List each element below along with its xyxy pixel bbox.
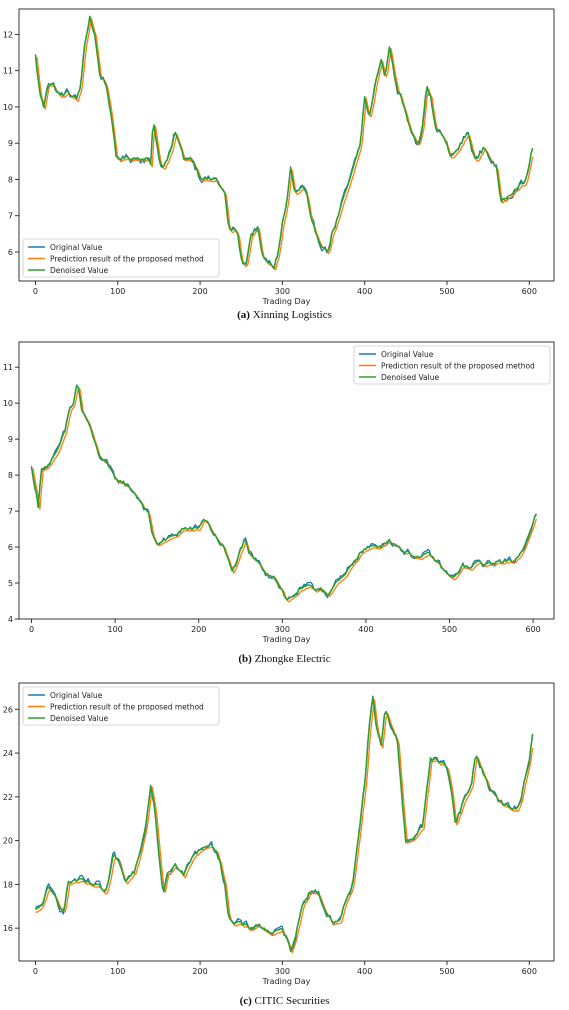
- legend-entry-prediction: Prediction result of the proposed method: [50, 703, 204, 712]
- x-tick-label: 100: [110, 287, 125, 296]
- y-tick-label: 11: [3, 363, 13, 372]
- caption-label: (a): [237, 309, 250, 321]
- y-tick-label: 7: [8, 212, 13, 221]
- x-tick-label: 0: [33, 287, 38, 296]
- y-tick-label: 22: [3, 793, 13, 802]
- y-tick-label: 10: [3, 103, 13, 112]
- x-tick-label: 200: [192, 287, 207, 296]
- x-tick-label: 500: [439, 287, 454, 296]
- legend-entry-original: Original Value: [50, 243, 103, 252]
- y-tick-label: 8: [8, 175, 13, 184]
- x-tick-label: 500: [442, 625, 457, 634]
- y-tick-label: 9: [8, 435, 13, 444]
- x-tick-label: 300: [275, 287, 290, 296]
- x-tick-label: 600: [522, 967, 537, 976]
- x-tick-label: 0: [29, 625, 34, 634]
- series-line-prediction: [35, 17, 534, 271]
- y-tick-label: 4: [8, 615, 13, 624]
- y-tick-label: 16: [3, 924, 13, 933]
- legend-entry-prediction: Prediction result of the proposed method: [50, 255, 204, 264]
- x-tick-label: 600: [525, 625, 540, 634]
- legend-entry-prediction: Prediction result of the proposed method: [381, 362, 535, 371]
- plot-frame: [18, 341, 555, 620]
- legend-entry-denoised: Denoised Value: [50, 266, 108, 275]
- y-tick-label: 6: [8, 543, 13, 552]
- caption-text: Zhongke Electric: [252, 653, 331, 665]
- legend: Original Value Prediction result of the p…: [22, 686, 220, 726]
- plot-frame: [18, 682, 555, 962]
- y-tick-label: 9: [8, 139, 13, 148]
- legend-box: [22, 238, 220, 278]
- x-tick-label: 300: [275, 967, 290, 976]
- legend-entry-original: Original Value: [381, 350, 434, 359]
- chart-caption: (b) Zhongke Electric: [238, 653, 330, 665]
- caption-label: (b): [238, 653, 252, 665]
- caption-text: Xinning Logistics: [250, 309, 332, 321]
- x-tick-label: 400: [358, 625, 373, 634]
- y-tick-label: 12: [3, 30, 13, 39]
- legend-box: [353, 345, 551, 385]
- x-tick-label: 400: [357, 967, 372, 976]
- x-axis-label: Trading Day: [262, 635, 311, 644]
- chart-0: 0 100 200 300 400 500 600 6 7 8 9 10 11 12 Trading Day…: [3, 8, 555, 321]
- x-tick-label: 600: [522, 287, 537, 296]
- chart-2: 0 100 200 300 400 500 600 16 18 20 22 24 26 Trading D…: [3, 682, 555, 1007]
- x-tick-label: 100: [110, 967, 125, 976]
- series-line-denoised: [34, 696, 534, 952]
- y-tick-label: 7: [8, 507, 13, 516]
- chart-1: 0 100 200 300 400 500 600 4 5 6 7 8 9 10 11 Trading Day…: [3, 341, 555, 665]
- caption-label: (c): [240, 995, 253, 1007]
- legend-box: [22, 686, 220, 726]
- legend: Original Value Prediction result of the p…: [22, 238, 220, 278]
- y-tick-label: 6: [8, 248, 13, 257]
- y-tick-label: 24: [3, 749, 13, 758]
- x-tick-label: 500: [439, 967, 454, 976]
- legend-entry-original: Original Value: [50, 691, 103, 700]
- y-tick-label: 8: [8, 471, 13, 480]
- chart-caption: (c) CITIC Securities: [240, 995, 330, 1007]
- series-line-prediction: [31, 386, 538, 603]
- x-tick-label: 0: [33, 967, 38, 976]
- legend-entry-denoised: Denoised Value: [50, 714, 108, 723]
- series-line-denoised: [30, 384, 538, 601]
- plot-frame: [18, 8, 555, 282]
- x-tick-label: 100: [107, 625, 122, 634]
- y-tick-label: 10: [3, 399, 13, 408]
- y-tick-label: 18: [3, 880, 13, 889]
- x-tick-label: 300: [275, 625, 290, 634]
- legend-entry-denoised: Denoised Value: [381, 373, 439, 382]
- legend: Original Value Prediction result of the p…: [353, 345, 551, 385]
- series-line-original: [34, 15, 534, 270]
- chart-caption: (a) Xinning Logistics: [237, 309, 332, 321]
- series-line-denoised: [34, 15, 534, 269]
- x-axis-label: Trading Day: [262, 297, 311, 306]
- x-tick-label: 200: [191, 625, 206, 634]
- y-tick-label: 20: [3, 837, 13, 846]
- y-tick-label: 26: [3, 705, 13, 714]
- x-tick-label: 200: [192, 967, 207, 976]
- y-tick-label: 5: [8, 579, 13, 588]
- series-line-prediction: [35, 699, 534, 954]
- y-tick-label: 11: [3, 67, 13, 76]
- caption-text: CITIC Securities: [252, 995, 330, 1007]
- x-tick-label: 400: [357, 287, 372, 296]
- x-axis-label: Trading Day: [262, 977, 311, 986]
